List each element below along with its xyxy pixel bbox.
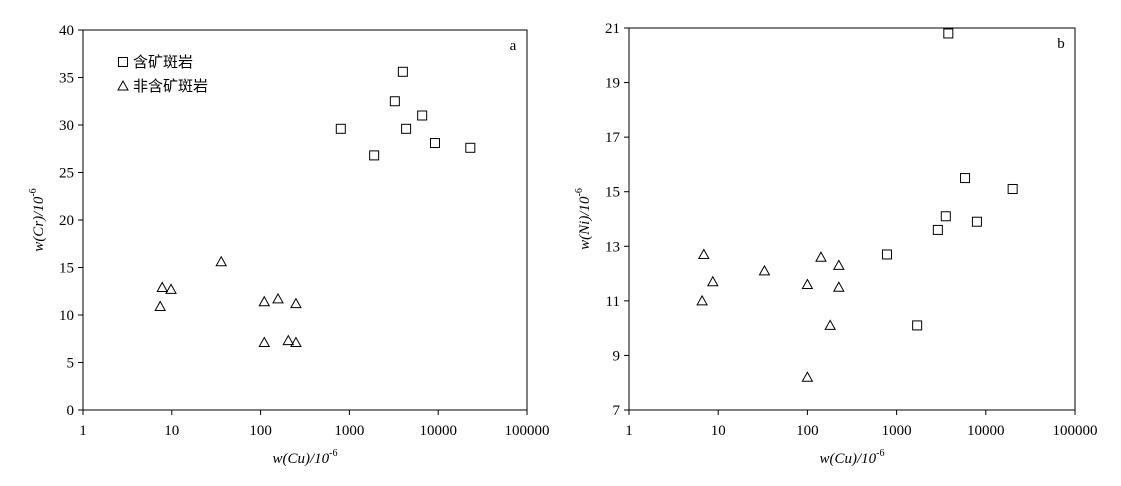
y-tick-label: 0	[67, 403, 75, 419]
axis-label-text: w(Ni)/10	[577, 196, 593, 250]
point	[696, 294, 708, 306]
y-tick-label: 21	[605, 21, 620, 37]
axis-label-exponent: -6	[28, 188, 39, 196]
x-tick-label: 10	[164, 423, 179, 439]
point	[697, 248, 710, 259]
y-tick-label: 5	[67, 356, 75, 372]
panel-label: b	[1057, 36, 1065, 52]
point	[282, 334, 295, 346]
axis-label-exponent: -6	[876, 448, 884, 459]
y-tick-label: 19	[605, 76, 620, 92]
point	[258, 336, 271, 348]
point	[824, 319, 837, 330]
point	[417, 110, 428, 121]
point	[389, 96, 400, 107]
x-tick-label: 1000	[882, 423, 912, 439]
axis-label: w(Cr)/10-6	[28, 188, 47, 251]
y-tick-label: 11	[606, 294, 620, 310]
x-tick-label: 10	[711, 423, 726, 439]
point	[401, 123, 412, 134]
point	[801, 278, 814, 289]
x-tick-label: 100	[249, 423, 272, 439]
point	[429, 138, 440, 149]
x-tick-label: 1000	[334, 423, 364, 439]
y-tick-label: 15	[59, 261, 74, 277]
point	[165, 283, 177, 294]
y-tick-label: 15	[605, 185, 620, 201]
point	[156, 281, 169, 292]
point	[706, 275, 719, 287]
legend-label: 非含矿斑岩	[133, 77, 208, 95]
axis-label: w(Cu)/10-6	[272, 448, 337, 467]
point	[832, 281, 845, 292]
point	[881, 249, 892, 260]
y-tick-label: 7	[613, 403, 621, 419]
point	[912, 320, 923, 331]
x-tick-label: 1	[79, 423, 87, 439]
y-tick-label: 20	[59, 213, 74, 229]
x-tick-label: 1	[625, 423, 633, 439]
y-tick-label: 9	[613, 348, 621, 364]
x-tick-label: 10000	[967, 423, 1005, 439]
point	[932, 224, 943, 235]
y-tick-label: 40	[59, 23, 74, 39]
point	[801, 371, 814, 382]
point	[335, 123, 346, 134]
point	[154, 300, 167, 311]
point	[215, 255, 228, 267]
point	[971, 216, 982, 227]
point	[290, 297, 302, 309]
y-tick-label: 10	[59, 308, 74, 324]
x-tick-label: 100000	[1053, 423, 1098, 439]
point	[465, 142, 476, 153]
point	[272, 292, 284, 304]
panel-label: a	[510, 38, 517, 54]
point	[815, 251, 827, 262]
point	[290, 336, 302, 348]
axis-label-exponent: -6	[329, 448, 337, 459]
point	[758, 264, 771, 276]
legend-marker	[118, 57, 128, 67]
x-tick-label: 100000	[505, 423, 550, 439]
point	[258, 295, 271, 307]
axis-label: w(Ni)/10-6	[574, 188, 593, 250]
point	[369, 150, 380, 161]
legend-label: 含矿斑岩	[133, 53, 193, 71]
point	[397, 66, 408, 77]
plot-frame	[628, 27, 1076, 411]
axis-label-text: w(Cu)/10	[819, 451, 876, 467]
point	[832, 259, 845, 270]
point	[960, 173, 971, 184]
point	[1007, 183, 1018, 194]
y-tick-label: 17	[605, 130, 621, 146]
x-tick-label: 10000	[419, 423, 457, 439]
y-tick-label: 25	[59, 166, 74, 182]
y-tick-label: 13	[605, 239, 620, 255]
axis-label: w(Cu)/10-6	[819, 448, 884, 467]
point	[943, 28, 954, 39]
legend-marker	[117, 79, 129, 91]
y-tick-label: 35	[59, 71, 74, 87]
axis-label-text: w(Cu)/10	[272, 451, 329, 467]
axis-label-exponent: -6	[574, 188, 585, 196]
y-tick-label: 30	[59, 118, 74, 134]
axis-label-text: w(Cr)/10	[31, 196, 47, 252]
x-tick-label: 100	[796, 423, 819, 439]
point	[940, 211, 951, 222]
